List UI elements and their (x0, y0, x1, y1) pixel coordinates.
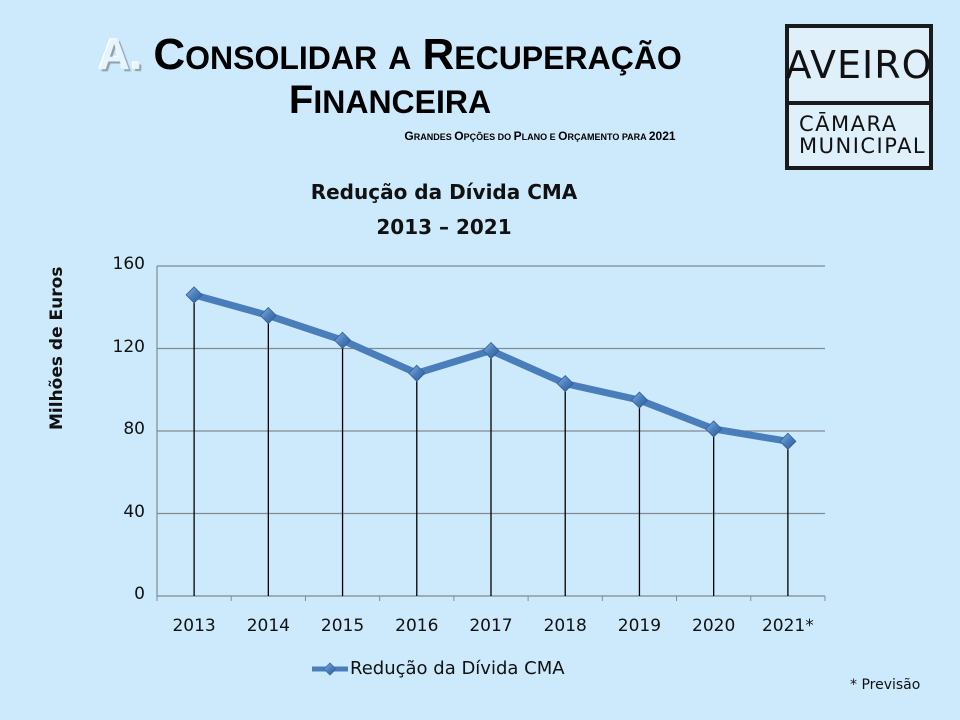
x-tick-label: 2020 (692, 616, 736, 636)
data-point-marker (482, 341, 500, 360)
logo-camara-text: CĀMARA MUNICIPAL (799, 112, 927, 158)
section-letter: A. (98, 30, 143, 79)
page-title-line-2: FINANCEIRA (288, 78, 492, 122)
chart-legend: Redução da Dívida CMA (312, 658, 565, 679)
y-tick-label: 80 (123, 419, 145, 439)
page-title-line-1: A. CONSOLIDAR A RECUPERAÇÃO (98, 30, 682, 79)
aveiro-logo: AVEIRO CĀMARA MUNICIPAL (785, 24, 933, 170)
data-point-marker (630, 391, 649, 409)
data-point-marker (705, 420, 723, 438)
y-tick-label: 0 (134, 584, 145, 604)
data-point-marker (185, 286, 203, 304)
page-subtitle: GRANDES OPÇÕES DO PLANO E ORÇAMENTO PARA… (404, 129, 676, 143)
x-tick-label: 2019 (617, 616, 662, 636)
y-tick-label: 160 (112, 254, 145, 274)
x-tick-label: 2015 (320, 616, 365, 636)
y-tick-label: 40 (123, 501, 145, 522)
x-tick-label: 2013 (172, 616, 216, 636)
x-tick-label: 2021* (761, 616, 814, 636)
legend-label: Redução da Dívida CMA (350, 658, 565, 679)
footnote: * Previsão (850, 677, 921, 693)
chart-title: Redução da Dívida CMA (310, 180, 578, 204)
x-tick-label: 2017 (469, 616, 513, 636)
data-point-marker (556, 374, 574, 393)
data-point-marker (779, 432, 797, 450)
data-point-marker (259, 306, 277, 325)
y-tick-label: 120 (112, 336, 145, 357)
x-tick-label: 2016 (395, 616, 439, 636)
logo-aveiro-text: AVEIRO (785, 28, 932, 105)
legend-line-diamond-icon (312, 661, 348, 676)
x-tick-label: 2014 (246, 616, 290, 636)
data-point-marker (408, 364, 426, 382)
x-tick-label: 2018 (543, 616, 587, 636)
data-point-marker (333, 331, 352, 349)
chart-subtitle: 2013 – 2021 (376, 215, 512, 239)
